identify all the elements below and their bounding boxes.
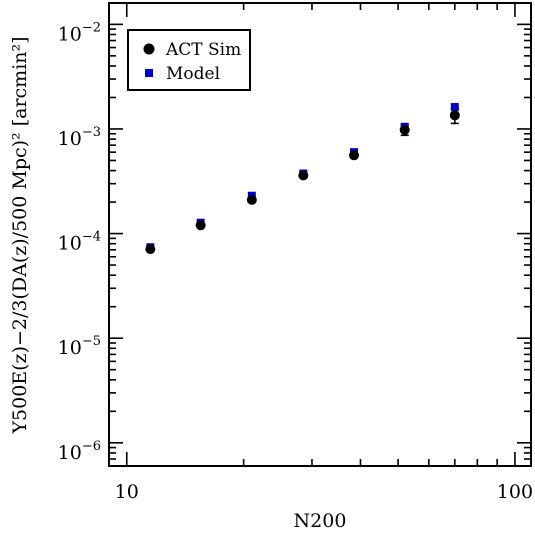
y-axis-label: Y500E(z)−2/3(DA(z)/500 Mpc)² [arcmin²]	[9, 36, 31, 434]
legend: ACT Sim Model	[127, 29, 251, 91]
x-tick-labels: 10 100	[115, 481, 533, 503]
act-sim-point	[349, 150, 360, 161]
x-minor-ticks	[108, 3, 498, 466]
legend-label-act-sim: ACT Sim	[165, 40, 241, 60]
legend-marker-act-sim	[143, 43, 155, 55]
legend-marker-model	[145, 69, 153, 77]
act-sim-point	[195, 220, 206, 231]
x-tick-label: 10	[115, 481, 139, 503]
y-tick-labels: 10−6 10−5 10−4 10−3 10−2	[58, 20, 101, 463]
act-sim-point	[298, 170, 309, 181]
series-points	[145, 103, 460, 255]
act-sim-point	[246, 194, 257, 205]
plot-frame	[108, 2, 532, 467]
act-sim-point	[449, 110, 460, 121]
legend-box	[127, 29, 251, 91]
y-tick-label: 10−6	[58, 439, 101, 464]
legend-label-model: Model	[166, 64, 220, 84]
model-point	[450, 103, 459, 112]
y-tick-label: 10−2	[58, 20, 101, 45]
y-tick-label: 10−3	[58, 125, 101, 150]
x-major-ticks	[125, 3, 516, 466]
act-sim-point	[399, 124, 410, 135]
y-tick-label: 10−4	[58, 230, 101, 255]
y-major-ticks	[109, 23, 531, 444]
x-tick-label: 100	[497, 481, 533, 503]
y-tick-label: 10−5	[58, 334, 101, 359]
x-axis-label: N200	[294, 510, 347, 532]
act-sim-point	[145, 244, 156, 255]
y-minor-ticks	[109, 28, 531, 467]
